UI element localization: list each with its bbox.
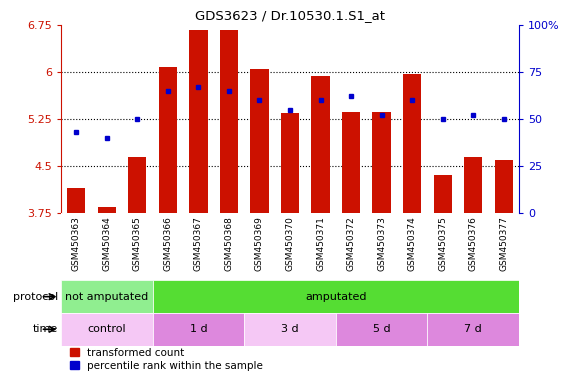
Bar xyxy=(244,313,336,346)
Text: not amputated: not amputated xyxy=(65,291,148,302)
Bar xyxy=(403,74,421,213)
Text: amputated: amputated xyxy=(305,291,367,302)
Bar xyxy=(495,160,513,213)
Bar xyxy=(61,280,153,313)
Text: GSM450370: GSM450370 xyxy=(285,217,295,271)
Text: 5 d: 5 d xyxy=(373,324,390,334)
Bar xyxy=(220,30,238,213)
Text: GSM450363: GSM450363 xyxy=(72,217,81,271)
Bar xyxy=(67,188,85,213)
Bar xyxy=(189,30,208,213)
Bar xyxy=(336,313,427,346)
Bar xyxy=(251,69,269,213)
Text: protocol: protocol xyxy=(13,291,58,302)
Text: control: control xyxy=(88,324,126,334)
Text: GSM450364: GSM450364 xyxy=(102,217,111,271)
Bar xyxy=(128,157,146,213)
Bar xyxy=(153,280,519,313)
Bar xyxy=(372,111,391,213)
Text: GSM450368: GSM450368 xyxy=(224,217,233,271)
Text: GSM450369: GSM450369 xyxy=(255,217,264,271)
Text: 1 d: 1 d xyxy=(190,324,207,334)
Text: 7 d: 7 d xyxy=(465,324,482,334)
Bar xyxy=(159,67,177,213)
Bar xyxy=(281,113,299,213)
Text: GSM450366: GSM450366 xyxy=(164,217,172,271)
Bar xyxy=(153,313,244,346)
Text: GSM450374: GSM450374 xyxy=(408,217,416,271)
Text: GSM450365: GSM450365 xyxy=(133,217,142,271)
Legend: transformed count, percentile rank within the sample: transformed count, percentile rank withi… xyxy=(66,344,267,375)
Text: 3 d: 3 d xyxy=(281,324,299,334)
Text: GSM450373: GSM450373 xyxy=(377,217,386,271)
Bar xyxy=(434,175,452,213)
Bar xyxy=(342,111,360,213)
Bar xyxy=(427,313,519,346)
Text: GSM450371: GSM450371 xyxy=(316,217,325,271)
Text: GSM450367: GSM450367 xyxy=(194,217,203,271)
Bar xyxy=(97,207,116,213)
Bar xyxy=(464,157,483,213)
Text: GSM450372: GSM450372 xyxy=(347,217,356,271)
Title: GDS3623 / Dr.10530.1.S1_at: GDS3623 / Dr.10530.1.S1_at xyxy=(195,9,385,22)
Text: GSM450377: GSM450377 xyxy=(499,217,508,271)
Bar xyxy=(61,313,153,346)
Text: GSM450375: GSM450375 xyxy=(438,217,447,271)
Text: GSM450376: GSM450376 xyxy=(469,217,478,271)
Bar xyxy=(311,76,329,213)
Text: time: time xyxy=(32,324,58,334)
